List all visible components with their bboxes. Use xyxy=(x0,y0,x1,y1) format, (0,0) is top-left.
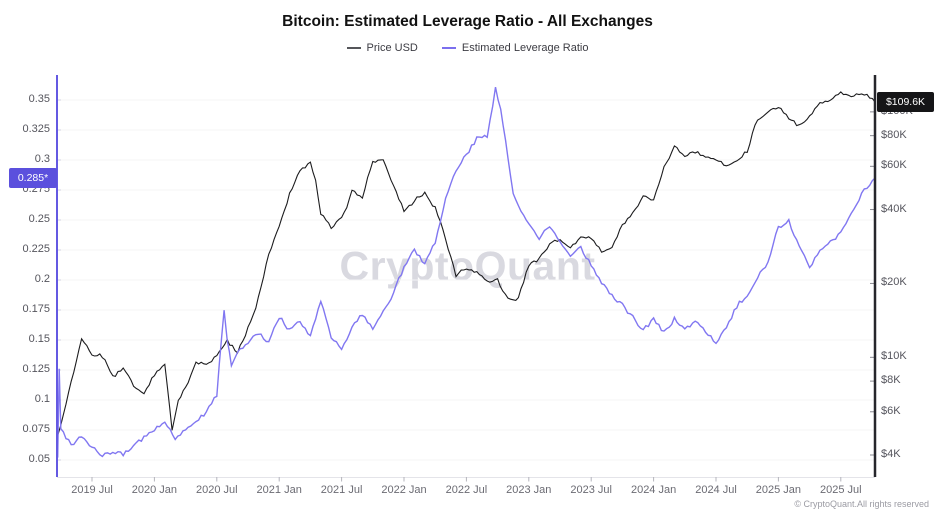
legend-item-price-usd: Price USD xyxy=(346,42,418,54)
leverage-series-swatch-icon xyxy=(441,47,456,49)
price-series-swatch-icon xyxy=(346,47,361,49)
current-leverage-badge: 0.285* xyxy=(9,168,57,188)
current-price-badge: $109.6K xyxy=(877,92,934,112)
copyright-notice: © CryptoQuant.All rights reserved xyxy=(794,499,929,509)
chart-title: Bitcoin: Estimated Leverage Ratio - All … xyxy=(282,13,653,30)
legend-label-price: Price USD xyxy=(366,42,418,54)
watermark: CryptoQuant xyxy=(339,243,596,289)
series-layer xyxy=(57,86,875,458)
legend: Price USD Estimated Leverage Ratio xyxy=(0,42,935,54)
leverage-ratio-line xyxy=(57,86,875,458)
legend-label-leverage: Estimated Leverage Ratio xyxy=(461,42,589,54)
price-usd-line xyxy=(57,91,875,436)
legend-item-leverage-ratio: Estimated Leverage Ratio xyxy=(441,42,589,54)
